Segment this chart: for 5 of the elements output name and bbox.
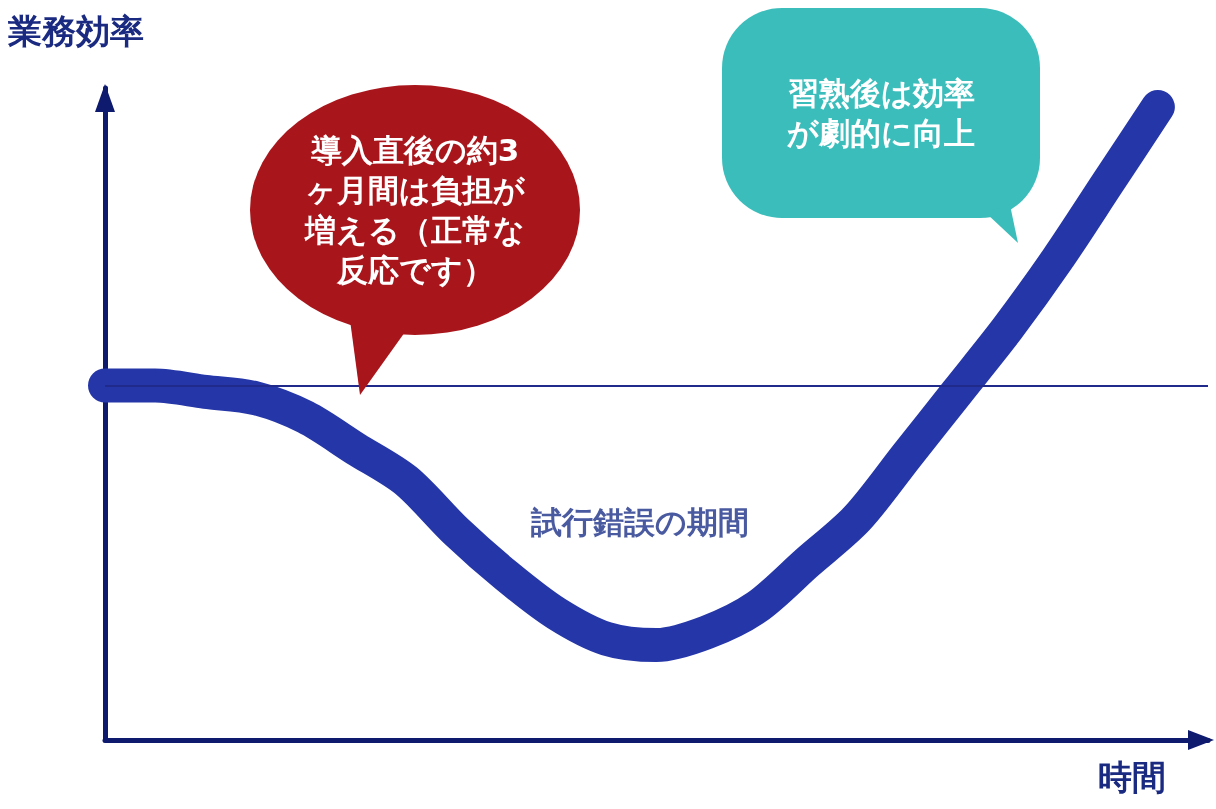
y-axis-title: 業務効率 [7, 11, 144, 51]
annotation: 試行錯誤の期間 [530, 504, 749, 540]
annotation: 導入直後の約3ヶ月間は負担が増える（正常な反応です） [303, 131, 526, 290]
annotation: 習熟後は効率が劇的に向上 [786, 74, 976, 153]
x-axis-title: 時間 [1098, 757, 1166, 797]
